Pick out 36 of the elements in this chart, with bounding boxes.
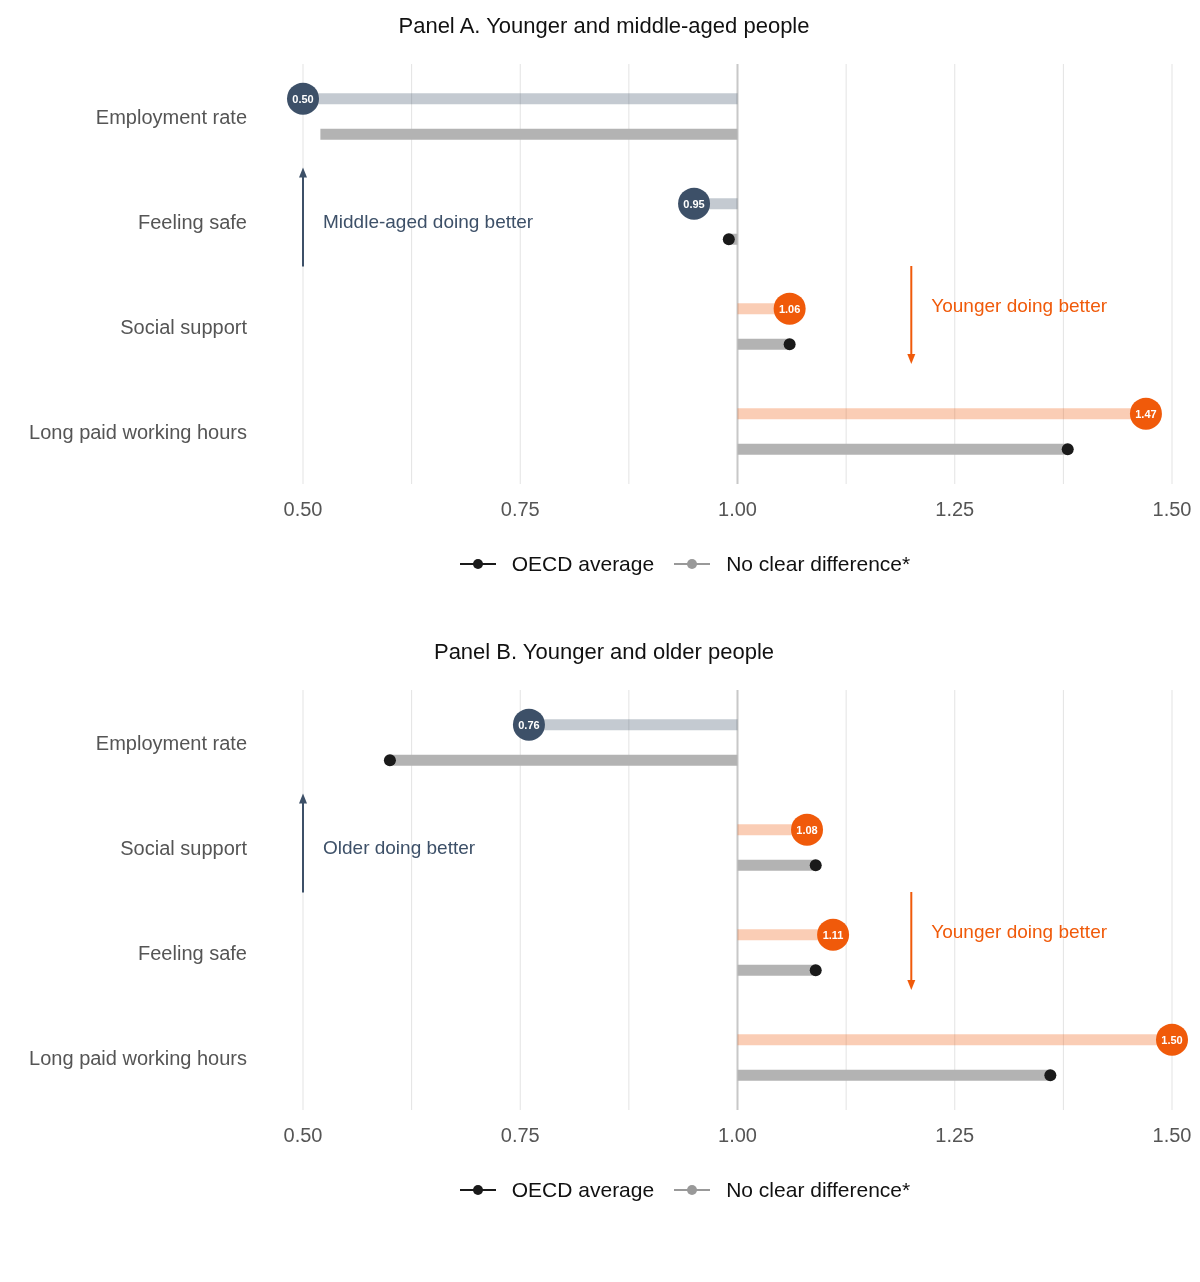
data-label: 0.95 xyxy=(683,197,705,210)
x-tick-label: 1.25 xyxy=(935,498,975,521)
x-tick-label: 1.50 xyxy=(1152,1124,1192,1147)
x-tick-label: 1.00 xyxy=(718,1124,757,1147)
annotation: Older doing better xyxy=(323,836,476,858)
x-tick-label: 1.50 xyxy=(1152,498,1192,521)
y-tick-label: Employment rate xyxy=(95,731,247,754)
x-tick-label: 0.75 xyxy=(500,1124,540,1147)
x-tick-label: 0.50 xyxy=(283,1124,323,1147)
y-tick-label: Feeling safe xyxy=(138,210,247,233)
y-tick-label: Long paid working hours xyxy=(29,420,247,443)
legend-label: No clear difference* xyxy=(726,1178,911,1202)
data-label: 1.06 xyxy=(778,302,801,315)
y-tick-label: Employment rate xyxy=(95,105,247,128)
legend-label: No clear difference* xyxy=(726,552,911,576)
data-label: 1.08 xyxy=(796,823,818,836)
y-tick-label: Long paid working hours xyxy=(29,1046,247,1069)
annotation: Younger doing better xyxy=(931,921,1108,942)
data-label: 1.11 xyxy=(822,928,844,941)
y-tick-label: Social support xyxy=(120,836,248,859)
chart-title: Panel A. Younger and middle-aged people xyxy=(397,12,811,40)
data-label: 1.47 xyxy=(1135,407,1157,420)
data-label: 1.50 xyxy=(1161,1033,1183,1046)
legend-label: OECD average xyxy=(511,1178,655,1202)
x-tick-label: 0.75 xyxy=(500,498,540,521)
annotation: Younger doing better xyxy=(931,295,1108,316)
chart-title: Panel B. Younger and older people xyxy=(432,638,776,666)
annotation: Middle-aged doing better xyxy=(323,210,534,232)
data-label: 0.50 xyxy=(292,92,314,105)
legend-label: OECD average xyxy=(511,552,655,576)
y-tick-label: Feeling safe xyxy=(138,941,247,964)
x-tick-label: 1.25 xyxy=(935,1124,975,1147)
y-tick-label: Social support xyxy=(120,315,248,338)
data-label: 0.76 xyxy=(518,718,540,731)
x-tick-label: 1.00 xyxy=(718,498,757,521)
x-tick-label: 0.50 xyxy=(283,498,323,521)
